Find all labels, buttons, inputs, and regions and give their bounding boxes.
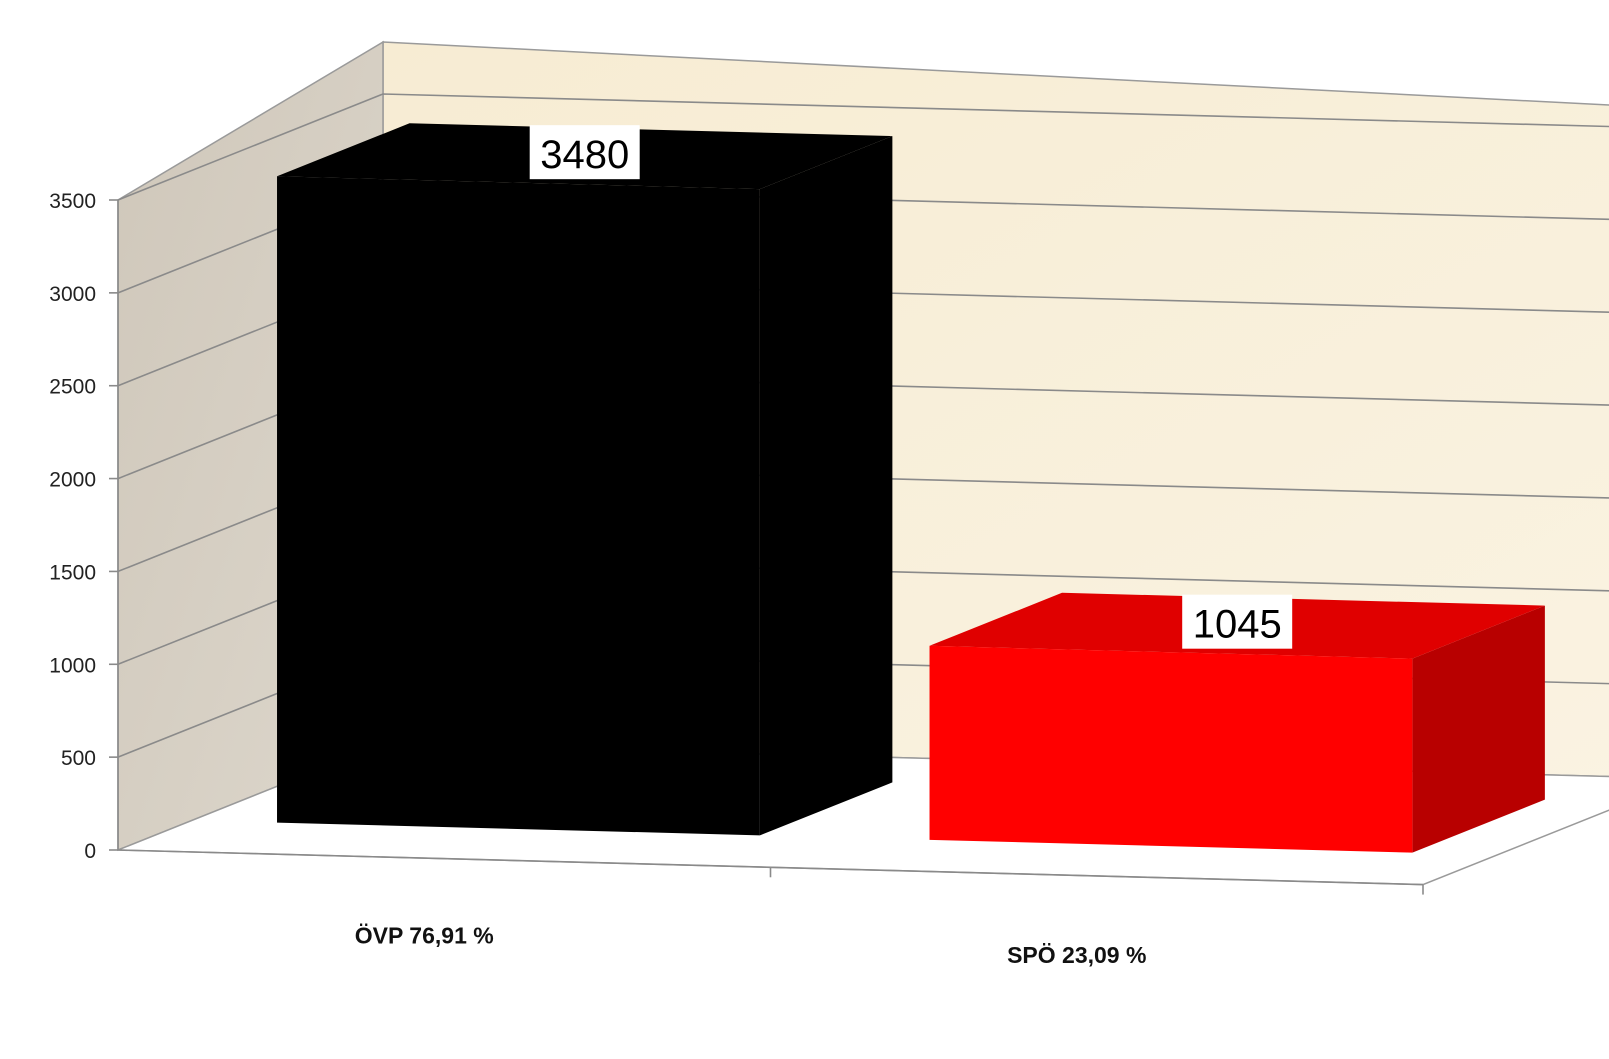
data-label: 1045 — [1182, 595, 1292, 649]
y-tick-label: 0 — [84, 840, 96, 863]
y-tick-label: 3500 — [49, 190, 96, 213]
data-label-text: 1045 — [1193, 603, 1282, 647]
y-tick-label: 500 — [61, 747, 96, 770]
bar-side — [760, 136, 893, 835]
data-label-text: 3480 — [540, 133, 629, 177]
x-category-label: SPÖ 23,09 % — [1007, 942, 1146, 968]
y-tick-label: 1000 — [49, 654, 96, 677]
y-tick-label: 2500 — [49, 376, 96, 399]
y-tick-label: 2000 — [49, 469, 96, 492]
x-category-label: ÖVP 76,91 % — [355, 923, 494, 949]
y-tick-label: 1500 — [49, 561, 96, 584]
data-label: 3480 — [530, 125, 640, 179]
bar-front — [930, 646, 1413, 853]
y-tick-label: 3000 — [49, 283, 96, 306]
bar-0 — [277, 123, 892, 835]
bar-front — [277, 176, 760, 835]
